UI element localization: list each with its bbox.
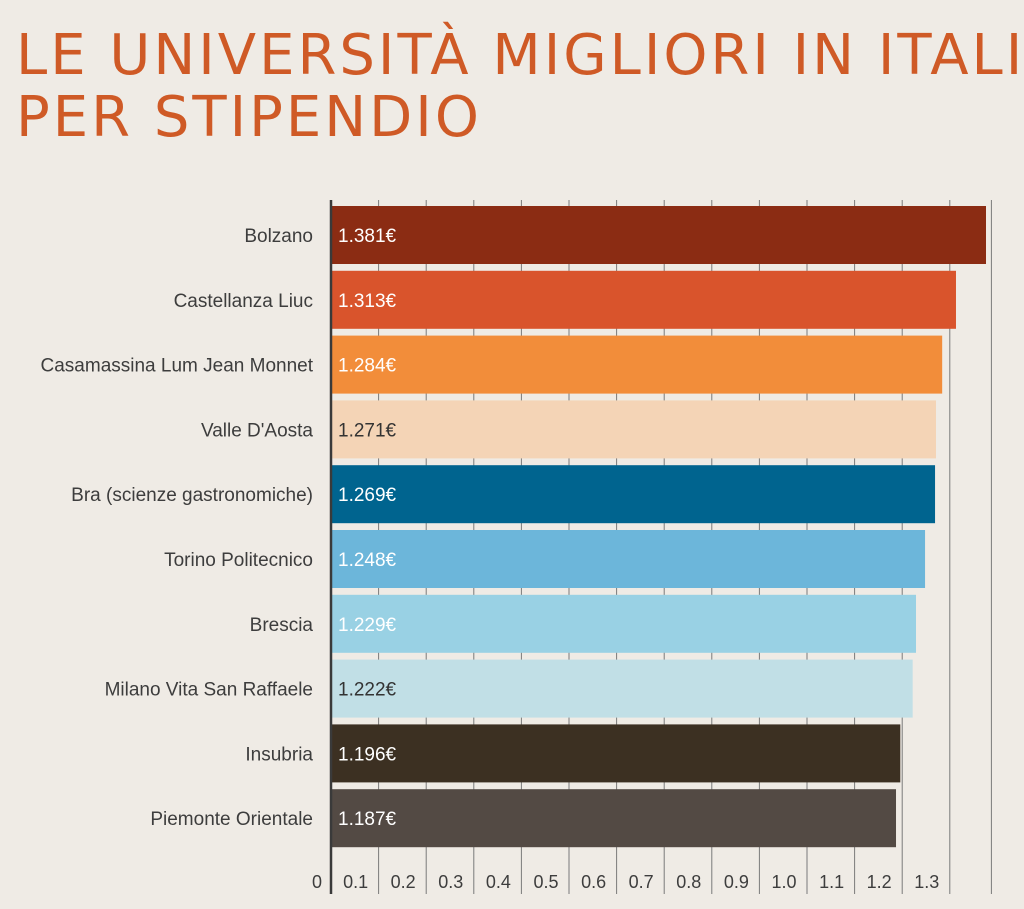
bar-value-label: 1.222€ — [338, 680, 397, 701]
chart-title-line-1: LE UNIVERSITÀ MIGLIORI IN ITALIA — [16, 23, 1024, 88]
bar — [331, 270, 956, 329]
x-tick-label: 1.2 — [867, 872, 892, 892]
category-label: Torino Politecnico — [164, 550, 313, 571]
x-tick-labels: 0 0.1 0.2 0.3 0.4 0.5 0.6 0.7 0.8 0.9 1.0 1.1 1.2 1.3 — [312, 872, 939, 892]
category-label: Valle D'Aosta — [201, 420, 313, 441]
x-tick-label: 0 — [312, 872, 322, 892]
x-tick-label: 0.6 — [581, 872, 606, 892]
x-tick-label: 0.5 — [533, 872, 558, 892]
bar — [331, 335, 943, 394]
category-label: Castellanza Liuc — [174, 291, 313, 312]
category-label: Piemonte Orientale — [150, 809, 313, 830]
category-label: Bra (scienze gastronomiche) — [71, 485, 313, 506]
category-labels: Bolzano Castellanza Liuc Casamassina Lum J… — [41, 226, 314, 830]
bar — [331, 659, 913, 718]
bar-value-label: 1.196€ — [338, 744, 397, 765]
bar-value-label: 1.248€ — [338, 550, 397, 571]
bar-value-label: 1.284€ — [338, 356, 397, 377]
x-tick-label: 0.9 — [724, 872, 749, 892]
x-tick-label: 0.8 — [676, 872, 701, 892]
x-tick-label: 0.4 — [486, 872, 511, 892]
category-label: Insubria — [245, 744, 313, 765]
bar — [331, 465, 936, 524]
bar — [331, 594, 917, 653]
category-label: Casamassina Lum Jean Monnet — [41, 356, 314, 377]
bar — [331, 789, 897, 848]
bar — [331, 530, 926, 588]
bar-value-label: 1.313€ — [338, 291, 397, 312]
x-tick-label: 0.3 — [438, 872, 463, 892]
bars: 1.381€ 1.313€ 1.284€ 1.271€ 1.269€ 1.248€ 1.22… — [331, 206, 986, 848]
bar-value-label: 1.271€ — [338, 420, 397, 441]
category-label: Brescia — [250, 615, 314, 636]
bar-value-label: 1.381€ — [338, 226, 397, 247]
x-tick-label: 0.2 — [391, 872, 416, 892]
category-label: Milano Vita San Raffaele — [105, 680, 313, 701]
x-tick-label: 1.0 — [771, 872, 796, 892]
bar — [331, 206, 986, 264]
bar-value-label: 1.229€ — [338, 615, 397, 636]
x-tick-label: 1.3 — [914, 872, 939, 892]
category-label: Bolzano — [244, 226, 313, 247]
x-tick-label: 0.7 — [629, 872, 654, 892]
chart-title-line-2: PER STIPENDIO — [16, 85, 482, 150]
bar — [331, 724, 901, 783]
bar — [331, 400, 936, 459]
x-tick-label: 1.1 — [819, 872, 844, 892]
x-tick-label: 0.1 — [343, 872, 368, 892]
bar-value-label: 1.269€ — [338, 485, 397, 506]
bar-value-label: 1.187€ — [338, 809, 397, 830]
